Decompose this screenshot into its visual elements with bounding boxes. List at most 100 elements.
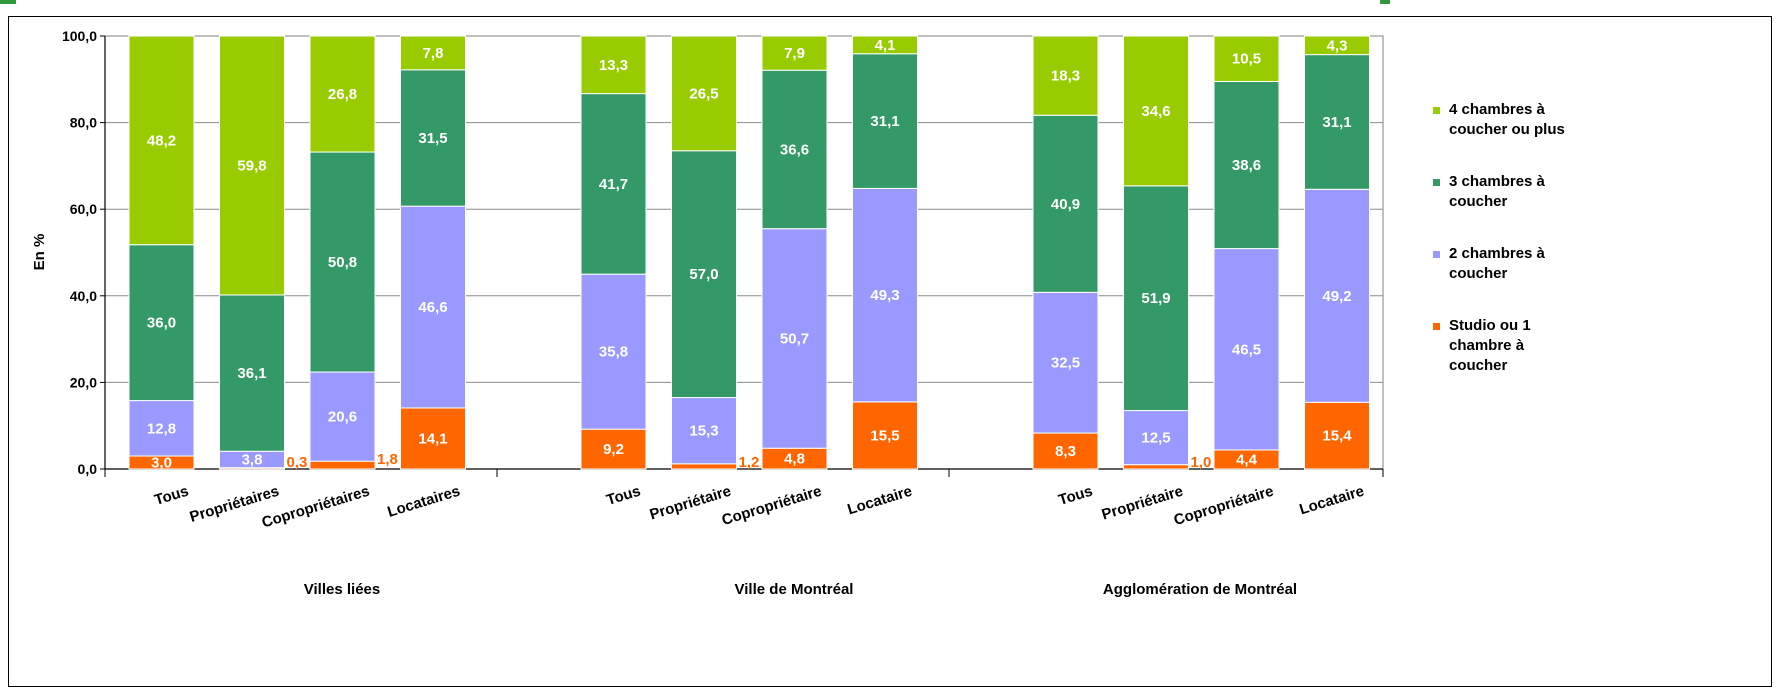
bar-segment (1123, 410, 1189, 466)
bar-segment (400, 205, 466, 409)
category-label: Tous (152, 483, 190, 509)
bar-segment (309, 151, 376, 373)
bar-segment (852, 187, 918, 403)
data-label: 13,3 (599, 57, 628, 74)
data-label: 20,6 (328, 409, 357, 426)
data-label: 14,1 (418, 430, 447, 447)
bar-segment (1304, 54, 1370, 190)
legend-label: coucher (1449, 357, 1508, 374)
bar-segment (309, 460, 376, 470)
group-label: Ville de Montréal (735, 581, 854, 598)
group-label: Agglomération de Montréal (1103, 581, 1297, 598)
data-label: 36,0 (147, 315, 176, 332)
bar-segment (128, 35, 195, 246)
bar-segment (761, 69, 828, 230)
data-label: 49,2 (1322, 288, 1351, 305)
bar-segment (128, 244, 195, 402)
bar-segment (219, 35, 285, 296)
bar-segment (1032, 291, 1099, 434)
y-tick-label: 40,0 (70, 288, 97, 304)
bar-segment (1213, 80, 1280, 250)
data-label: 9,2 (603, 441, 624, 458)
bar-segment (671, 150, 737, 399)
legend-swatch (1433, 179, 1440, 186)
bar-segment (580, 35, 647, 95)
category-label: Copropriétaire (1172, 483, 1276, 529)
bar-segment (400, 407, 466, 470)
data-label: 1,2 (739, 454, 760, 471)
data-label: 12,8 (147, 420, 176, 437)
data-label: 50,7 (780, 330, 809, 347)
legend-label: 3 chambres à (1449, 173, 1546, 190)
bar-segment (1032, 432, 1099, 470)
data-label: 26,8 (328, 86, 357, 103)
bar-segment (580, 273, 647, 430)
data-label: 4,3 (1327, 37, 1348, 54)
legend-label: 2 chambres à (1449, 245, 1546, 262)
legend-swatch (1433, 323, 1440, 330)
bar-segment (852, 401, 918, 470)
data-label: 15,4 (1322, 428, 1352, 445)
data-label: 4,4 (1236, 451, 1258, 468)
bar-segment (761, 228, 828, 449)
bar-segment (671, 463, 737, 470)
data-label: 4,1 (875, 37, 896, 54)
data-label: 46,5 (1232, 341, 1261, 358)
bar-segment (309, 35, 376, 153)
data-label: 15,5 (870, 427, 899, 444)
data-label: 36,1 (237, 365, 266, 382)
y-tick-label: 60,0 (70, 201, 97, 217)
group-label: Villes liées (304, 581, 380, 598)
bar-segment (219, 294, 285, 452)
data-label: 35,8 (599, 344, 628, 361)
data-label: 36,6 (780, 141, 809, 158)
legend-label: Studio ou 1 (1449, 317, 1531, 334)
data-label: 31,5 (418, 130, 447, 147)
data-label: 57,0 (689, 266, 718, 283)
category-label: Tous (1056, 483, 1094, 509)
bar-segment (1304, 401, 1370, 470)
bar-segment (400, 69, 466, 207)
data-label: 59,8 (237, 157, 266, 174)
bar-segment (671, 35, 737, 152)
legend-swatch (1433, 107, 1440, 114)
y-tick-label: 20,0 (70, 374, 97, 390)
data-label: 32,5 (1051, 355, 1080, 372)
data-label: 3,8 (242, 451, 263, 468)
data-label: 7,9 (784, 45, 805, 62)
bar-segment (1032, 114, 1099, 293)
bar-segment (580, 428, 647, 470)
legend-swatch (1433, 251, 1440, 258)
bar-segment (128, 400, 195, 457)
legend-label: chambre à (1449, 337, 1525, 354)
data-label: 15,3 (689, 423, 718, 440)
data-label: 48,2 (147, 132, 176, 149)
y-tick-label: 80,0 (70, 115, 97, 131)
bar-segment (309, 371, 376, 462)
data-label: 26,5 (689, 85, 718, 102)
top-strip (0, 0, 1785, 4)
data-label: 40,9 (1051, 196, 1080, 213)
bar-segment (671, 397, 737, 465)
data-label: 1,8 (377, 451, 398, 468)
bar-segment (1213, 248, 1280, 451)
data-label: 49,3 (870, 287, 899, 304)
bar-segment (852, 35, 918, 55)
data-label: 1,0 (1191, 454, 1212, 471)
bar-segment (1123, 35, 1189, 187)
data-label: 12,5 (1141, 430, 1170, 447)
bar-segment (1304, 35, 1370, 56)
data-label: 3,0 (151, 455, 172, 472)
data-label: 34,6 (1141, 103, 1170, 120)
data-label: 50,8 (328, 254, 357, 271)
data-label: 41,7 (599, 176, 628, 193)
data-label: 46,6 (418, 299, 447, 316)
legend-label: coucher (1449, 193, 1508, 210)
bar-segment (1123, 464, 1189, 470)
bar-segment (400, 35, 466, 71)
legend-label: 4 chambres à (1449, 101, 1546, 118)
data-label: 7,8 (423, 45, 444, 62)
top-strip-segment (0, 0, 16, 4)
category-label: Copropriétaire (720, 483, 824, 529)
y-axis-title: En % (31, 234, 48, 271)
